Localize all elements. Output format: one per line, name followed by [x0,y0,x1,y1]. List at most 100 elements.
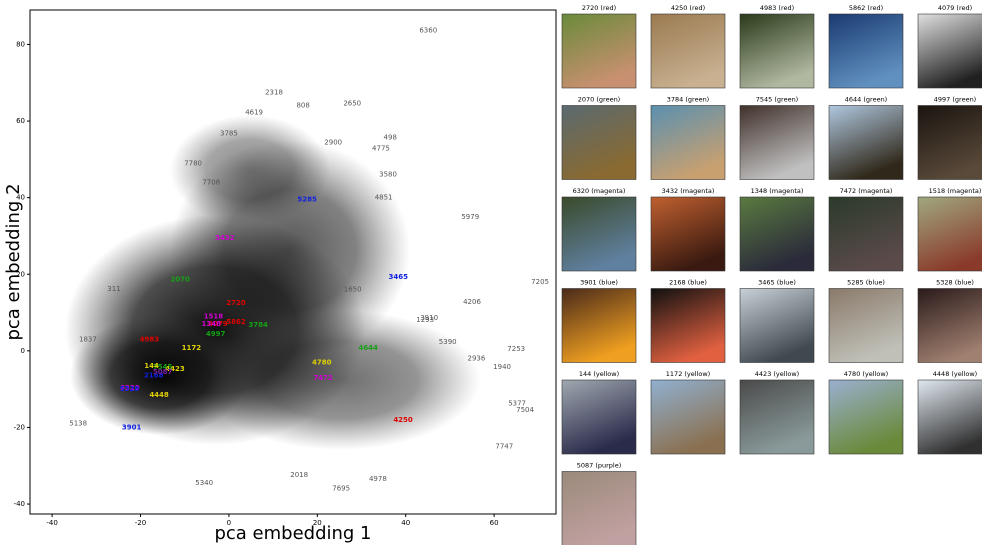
thumbnail-image [562,14,636,88]
y-tick-label: -20 [14,423,25,431]
point-label: 2018 [290,471,308,479]
thumbnail-image [829,14,903,88]
point-label: 5979 [461,213,479,221]
figure: pca embedding 1 pca embedding 2 -40 -20 0 2… [0,0,982,545]
point-label: 3580 [379,171,397,179]
thumbnail-image [918,289,982,363]
thumbnail-image [740,197,814,271]
thumbnail-caption: 4644 (green) [845,96,887,104]
thumbnail-image [918,380,982,454]
point-label: 5328 [120,385,140,393]
point-label: 4619 [245,109,263,117]
thumbnail-image [918,14,982,88]
thumbnail-caption: 3784 (green) [667,96,709,104]
x-tick-label: -40 [46,519,57,527]
point-label: 7747 [495,443,513,451]
point-label: 1172 [182,344,202,352]
thumbnail-image [651,197,725,271]
thumbnail-caption: 4250 (red) [671,4,705,12]
point-label: 4780 [312,358,332,366]
point-label: 4644 [358,344,378,352]
thumbnail-image [562,380,636,454]
point-label: 2900 [324,139,342,147]
point-label: 4206 [463,298,481,306]
point-label: 2650 [343,99,361,107]
thumbnail-caption: 4448 (yellow) [933,370,977,378]
thumbnail-caption: 5862 (red) [849,4,883,12]
thumbnail-caption: 7472 (magenta) [840,187,893,195]
y-tick-label: 20 [16,270,25,278]
point-label: 4978 [369,475,387,483]
x-tick-label: 60 [490,519,499,527]
thumbnail-caption: 3465 (blue) [758,279,796,287]
point-label: 3785 [220,130,238,138]
thumbnail-image [651,380,725,454]
point-label: 498 [384,134,397,142]
point-label: 3784 [248,321,268,329]
point-label: 4851 [375,194,393,202]
y-tick-label: 60 [16,117,25,125]
y-axis-label: pca embedding 2 [3,183,24,340]
thumbnail-image [829,106,903,180]
thumbnail-caption: 4997 (green) [934,96,976,104]
point-label: 4775 [372,145,390,153]
point-label: 5377 [508,400,526,408]
x-tick-label: 20 [313,519,322,527]
x-tick-label: 0 [227,519,231,527]
thumbnail-caption: 6320 (magenta) [573,187,626,195]
x-axis-label: pca embedding 1 [214,523,371,544]
thumbnail-caption: 7545 (green) [756,96,798,104]
thumbnail-caption: 4780 (yellow) [844,370,888,378]
y-tick-label: 40 [16,194,25,202]
thumbnail-image [829,197,903,271]
point-label: 2318 [265,88,283,96]
point-label: 4997 [206,330,226,338]
x-tick-label: 40 [401,519,410,527]
thumbnail-image [740,106,814,180]
point-label: 1348 [201,320,221,328]
point-label: 7708 [202,178,220,186]
thumbnail-caption: 4983 (red) [760,4,794,12]
point-label: 7253 [507,345,525,353]
density-cloud [65,115,480,450]
thumbnail-caption: 1348 (magenta) [751,187,804,195]
point-label: 5285 [297,196,317,204]
point-label: 2936 [468,355,486,363]
thumbnail-image [562,472,636,545]
y-tick-label: -40 [14,500,25,508]
point-label: 1837 [79,336,97,344]
thumbnail-caption: 2720 (red) [582,4,616,12]
point-label: 7472 [313,374,333,382]
point-label: 3910 [420,314,438,322]
y-tick-label: 0 [21,347,25,355]
thumbnail-image [562,106,636,180]
thumbnail-image [651,289,725,363]
thumbnail-image [918,106,982,180]
point-label: 1518 [204,312,224,320]
thumbnail-image [829,380,903,454]
page: pca embedding 1 pca embedding 2 -40 -20 0 2… [0,0,982,545]
point-label: 7780 [184,160,202,168]
thumbnail-caption: 3432 (magenta) [662,187,715,195]
point-label: 311 [107,285,120,293]
thumbnail-image [562,197,636,271]
thumbnail-image [651,14,725,88]
point-label: 7695 [332,485,350,493]
thumbnail-caption: 2168 (blue) [669,279,707,287]
thumbnail-caption: 5087 (purple) [577,462,622,470]
point-label: 4983 [140,335,160,343]
thumbnail-caption: 1172 (yellow) [666,370,710,378]
point-label: 5138 [69,420,87,428]
thumbnail-image [740,14,814,88]
point-label: 7205 [531,278,549,286]
thumbnail-caption: 4423 (yellow) [755,370,799,378]
point-label: 5340 [195,479,213,487]
thumbnail-caption: 5328 (blue) [936,279,974,287]
point-label: 2720 [226,299,246,307]
point-label: 3432 [215,234,235,242]
thumbnail-image [740,289,814,363]
thumbnail-image [740,380,814,454]
point-label: 2070 [171,276,191,284]
point-label: 808 [296,102,309,110]
thumbnail-image [651,106,725,180]
